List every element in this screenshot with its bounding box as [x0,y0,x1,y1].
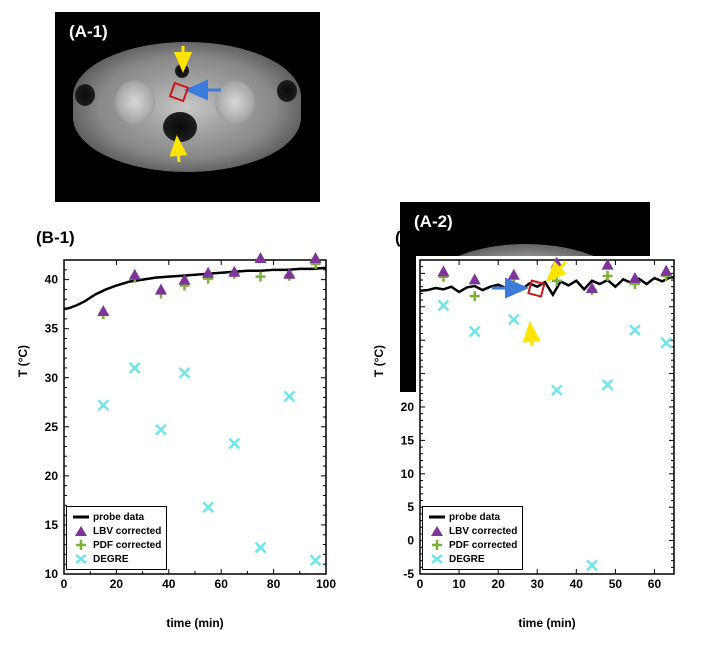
svg-text:60: 60 [215,577,229,591]
svg-text:5: 5 [407,500,414,514]
svg-text:35: 35 [45,322,59,336]
svg-text:10: 10 [401,467,415,481]
svg-text:15: 15 [401,433,415,447]
legend-label-probe: probe data [93,512,144,523]
svg-text:10: 10 [452,577,466,591]
chart-panel-b1: 02040608010010152025303540 T (°C) time (… [60,256,330,596]
svg-text:60: 60 [648,577,662,591]
svg-text:30: 30 [531,577,545,591]
legend-row-degre: DEGRE [72,552,161,566]
svg-text:15: 15 [45,518,59,532]
svg-text:0: 0 [61,577,68,591]
legend-label-pdf: PDF corrected [93,540,161,551]
xlabel-b2: time (min) [416,616,678,630]
legend-row-probe: probe data [72,510,161,524]
svg-text:40: 40 [570,577,584,591]
legend-row-pdf: PDF corrected [72,538,161,552]
legend-row-degre-b2: DEGRE [428,552,517,566]
mri-panel-a2: (A-2) [400,202,650,392]
legend-label-lbv-b2: LBV corrected [449,526,517,537]
legend-b1: probe data LBV corrected PDF corrected D… [66,506,167,570]
svg-text:20: 20 [110,577,124,591]
svg-text:40: 40 [162,577,176,591]
legend-label-degre: DEGRE [93,554,129,565]
svg-text:20: 20 [491,577,505,591]
ylabel-b1: T (°C) [16,321,30,401]
xlabel-b1: time (min) [60,616,330,630]
legend-row-lbv-b2: LBV corrected [428,524,517,538]
legend-label-probe-b2: probe data [449,512,500,523]
svg-text:40: 40 [45,273,59,287]
svg-text:30: 30 [45,371,59,385]
legend-label-lbv: LBV corrected [93,526,161,537]
legend-row-pdf-b2: PDF corrected [428,538,517,552]
ylabel-b2: T (°C) [372,321,386,401]
legend-b2: probe data LBV corrected PDF corrected D… [422,506,523,570]
legend-label-pdf-b2: PDF corrected [449,540,517,551]
mri-label-a2: (A-2) [414,212,453,232]
svg-text:0: 0 [417,577,424,591]
svg-text:100: 100 [316,577,336,591]
svg-text:20: 20 [45,469,59,483]
chart-title-b1: (B-1) [36,228,75,248]
legend-row-lbv: LBV corrected [72,524,161,538]
svg-text:80: 80 [267,577,281,591]
svg-text:25: 25 [45,420,59,434]
svg-text:10: 10 [45,567,59,581]
svg-text:20: 20 [401,400,415,414]
mri-panel-a1: (A-1) [55,12,320,202]
mri-label-a1: (A-1) [69,22,108,42]
svg-text:-5: -5 [403,567,414,581]
svg-text:0: 0 [407,534,414,548]
svg-text:50: 50 [609,577,623,591]
legend-label-degre-b2: DEGRE [449,554,485,565]
legend-row-probe-b2: probe data [428,510,517,524]
